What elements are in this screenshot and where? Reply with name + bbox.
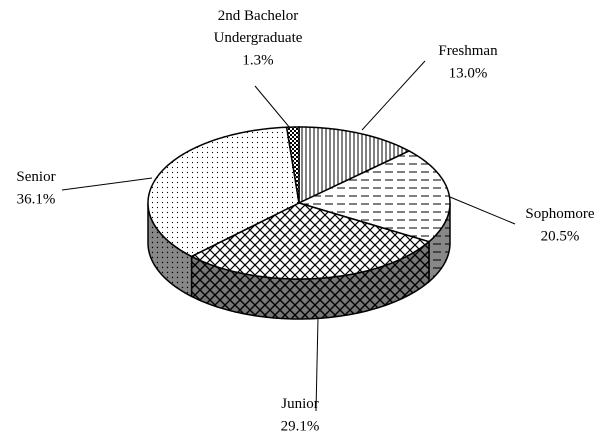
value-label: 36.1%: [17, 191, 56, 207]
value-label: 13.0%: [449, 65, 488, 81]
category-label-line: Senior: [16, 169, 55, 185]
value-label: 20.5%: [541, 228, 580, 244]
category-label-line: Sophomore: [525, 206, 595, 222]
category-label: Sophomore: [525, 206, 595, 222]
leader-line: [315, 317, 319, 412]
category-label-line: 2nd Bachelor: [218, 8, 298, 24]
leader-line: [254, 85, 291, 129]
leader-line: [449, 196, 516, 225]
labels: Freshman 13.0% Sophomore 20.5% Junior 29.1% Se…: [16, 8, 595, 434]
slice: [147, 126, 300, 258]
value-label: 29.1%: [281, 418, 320, 434]
pie-tops: [147, 126, 451, 280]
slice: [298, 126, 411, 205]
category-label: Freshman: [438, 43, 498, 59]
slice: [296, 150, 451, 243]
slice: [285, 126, 300, 204]
category-label: Senior: [16, 169, 55, 185]
slice: [189, 202, 431, 280]
leader-line: [361, 60, 426, 131]
category-label-line: Undergraduate: [214, 30, 303, 46]
category-label-line: Junior: [281, 396, 319, 412]
category-label: Junior: [281, 396, 319, 412]
leader-line: [61, 177, 153, 191]
value-label: 1.3%: [242, 52, 273, 68]
category-label-line: Freshman: [438, 43, 498, 59]
category-label: 2nd Bachelor Undergraduate: [214, 8, 303, 46]
